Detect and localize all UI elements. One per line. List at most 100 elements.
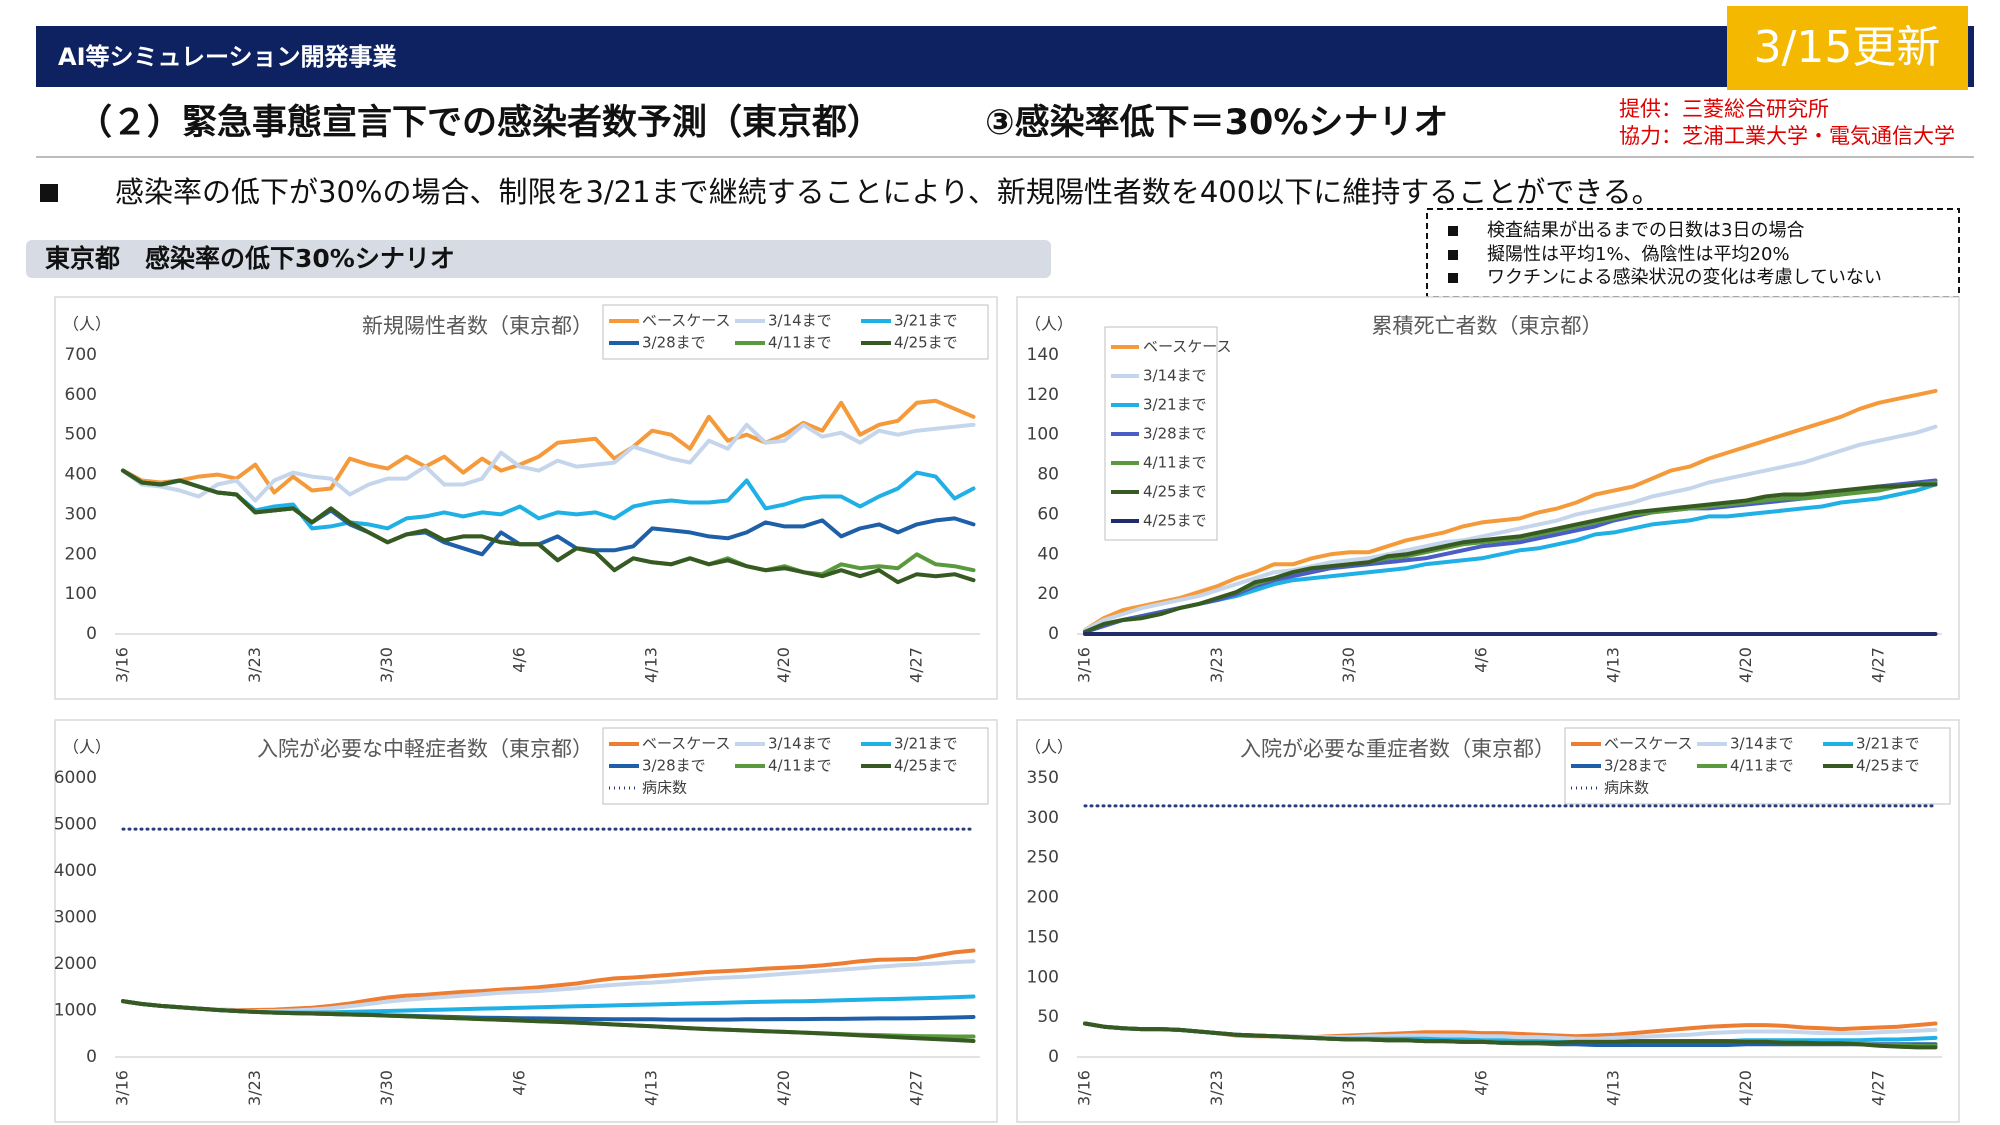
series-line — [121, 422, 976, 503]
y-tick-label: 300 — [65, 504, 97, 524]
x-tick-label: 4/20 — [774, 1070, 793, 1106]
x-tick-label: 3/16 — [113, 1070, 132, 1106]
x-tick-label: 4/20 — [1736, 1070, 1755, 1106]
note: 検査結果が出るまでの日数は3日の場合 — [1487, 220, 1804, 241]
legend-label: 3/21まで — [894, 312, 958, 330]
credit: 提供：三菱総合研究所 — [1619, 97, 1829, 121]
summary: 感染率の低下が30%の場合、制限を3/21まで継続することにより、新規陽性者数を… — [115, 175, 1661, 209]
y-tick-label: 140 — [1027, 345, 1059, 365]
y-tick-label: 0 — [1048, 624, 1059, 644]
header-band — [36, 26, 1974, 87]
y-tick-label: 400 — [65, 465, 97, 485]
x-tick-label: 4/6 — [509, 647, 528, 673]
y-tick-label: 0 — [86, 624, 97, 644]
x-tick-label: 4/13 — [642, 647, 661, 683]
bullet — [1448, 273, 1458, 283]
y-tick-label: 3000 — [54, 908, 97, 928]
legend-label: 3/28まで — [642, 757, 706, 775]
x-tick-label: 3/30 — [1339, 647, 1358, 683]
legend-label: 3/28まで — [642, 334, 706, 352]
series-line — [1083, 482, 1938, 634]
legend-label: 3/28まで — [1143, 425, 1207, 443]
y-tick-label: 350 — [1027, 768, 1059, 788]
header-title: AI等シミュレーション開発事業 — [58, 43, 397, 71]
x-tick-label: 4/27 — [1868, 1070, 1887, 1106]
y-axis-label: （人） — [63, 738, 111, 757]
x-tick-label: 4/13 — [1604, 647, 1623, 683]
note: 擬陽性は平均1%、偽陰性は平均20% — [1487, 244, 1790, 265]
legend-label: 4/25まで — [894, 757, 958, 775]
x-tick-label: 4/20 — [1736, 647, 1755, 683]
y-tick-label: 1000 — [54, 1001, 97, 1021]
legend-label: 3/21まで — [894, 735, 958, 753]
legend-label: ベースケース — [1143, 338, 1232, 356]
legend-label: 病床数 — [642, 779, 687, 797]
y-tick-label: 40 — [1037, 544, 1059, 564]
y-tick-label: 50 — [1037, 1007, 1059, 1027]
y-tick-label: 2000 — [54, 954, 97, 974]
y-tick-label: 200 — [65, 544, 97, 564]
x-tick-label: 3/23 — [1207, 1070, 1226, 1106]
heading-title: （２）緊急事態宣言下での感染者数予測（東京都） — [77, 102, 882, 143]
y-tick-label: 100 — [65, 584, 97, 604]
y-axis-label: （人） — [63, 315, 111, 334]
chart-title: 入院が必要な重症者数（東京都） — [1240, 737, 1555, 761]
legend-box — [602, 304, 989, 360]
series-line — [121, 468, 976, 585]
x-tick-label: 4/13 — [642, 1070, 661, 1106]
update-badge — [1727, 6, 1968, 90]
legend-box — [602, 727, 989, 805]
y-tick-label: 6000 — [54, 768, 97, 788]
y-tick-label: 0 — [86, 1047, 97, 1067]
y-tick-label: 5000 — [54, 815, 97, 835]
legend-label: 4/25まで — [1143, 512, 1207, 530]
x-tick-label: 3/16 — [1075, 1070, 1094, 1106]
series-line — [121, 468, 976, 531]
legend-label: 病床数 — [1604, 779, 1649, 797]
y-tick-label: 300 — [1027, 808, 1059, 828]
section-label: 東京都 感染率の低下30%シナリオ — [45, 244, 455, 273]
legend-label: 4/25まで — [1856, 757, 1920, 775]
update-badge-text: 3/15更新 — [1754, 22, 1941, 73]
x-tick-label: 3/30 — [377, 647, 396, 683]
chart-title: 累積死亡者数（東京都） — [1372, 314, 1603, 338]
note: ワクチンによる感染状況の変化は考慮していない — [1487, 267, 1882, 288]
bullet — [1448, 226, 1458, 236]
legend-label: 4/11まで — [768, 334, 832, 352]
y-tick-label: 700 — [65, 345, 97, 365]
x-tick-label: 4/13 — [1604, 1070, 1623, 1106]
x-tick-label: 3/16 — [1075, 647, 1094, 683]
y-tick-label: 20 — [1037, 584, 1059, 604]
y-tick-label: 120 — [1027, 385, 1059, 405]
legend-label: ベースケース — [1604, 735, 1693, 753]
x-tick-label: 4/27 — [906, 1070, 925, 1106]
legend-label: 4/11まで — [768, 757, 832, 775]
y-tick-label: 100 — [1027, 425, 1059, 445]
y-tick-label: 500 — [65, 425, 97, 445]
series-line — [121, 999, 976, 1043]
heading-scenario: ③感染率低下＝30%シナリオ — [985, 103, 1448, 143]
bullet — [1448, 250, 1458, 260]
x-tick-label: 4/27 — [906, 647, 925, 683]
legend-label: 4/25まで — [894, 334, 958, 352]
series-line — [1083, 1021, 1938, 1050]
x-tick-label: 3/30 — [1339, 1070, 1358, 1106]
section-label-box — [26, 240, 1051, 278]
legend-label: 3/14まで — [1143, 367, 1207, 385]
x-tick-label: 3/23 — [1207, 647, 1226, 683]
series-line — [1083, 424, 1938, 632]
x-tick-label: 4/6 — [1471, 647, 1490, 673]
series-line — [1083, 388, 1938, 632]
legend-label: 3/14まで — [768, 312, 832, 330]
y-tick-label: 4000 — [54, 861, 97, 881]
x-tick-label: 3/23 — [245, 647, 264, 683]
x-tick-label: 4/20 — [774, 647, 793, 683]
legend-label: 4/25まで — [1143, 483, 1207, 501]
legend-label: 3/14まで — [1730, 735, 1794, 753]
y-tick-label: 80 — [1037, 465, 1059, 485]
x-tick-label: 4/6 — [509, 1070, 528, 1096]
legend-box — [1564, 727, 1951, 805]
series-line — [121, 398, 976, 495]
